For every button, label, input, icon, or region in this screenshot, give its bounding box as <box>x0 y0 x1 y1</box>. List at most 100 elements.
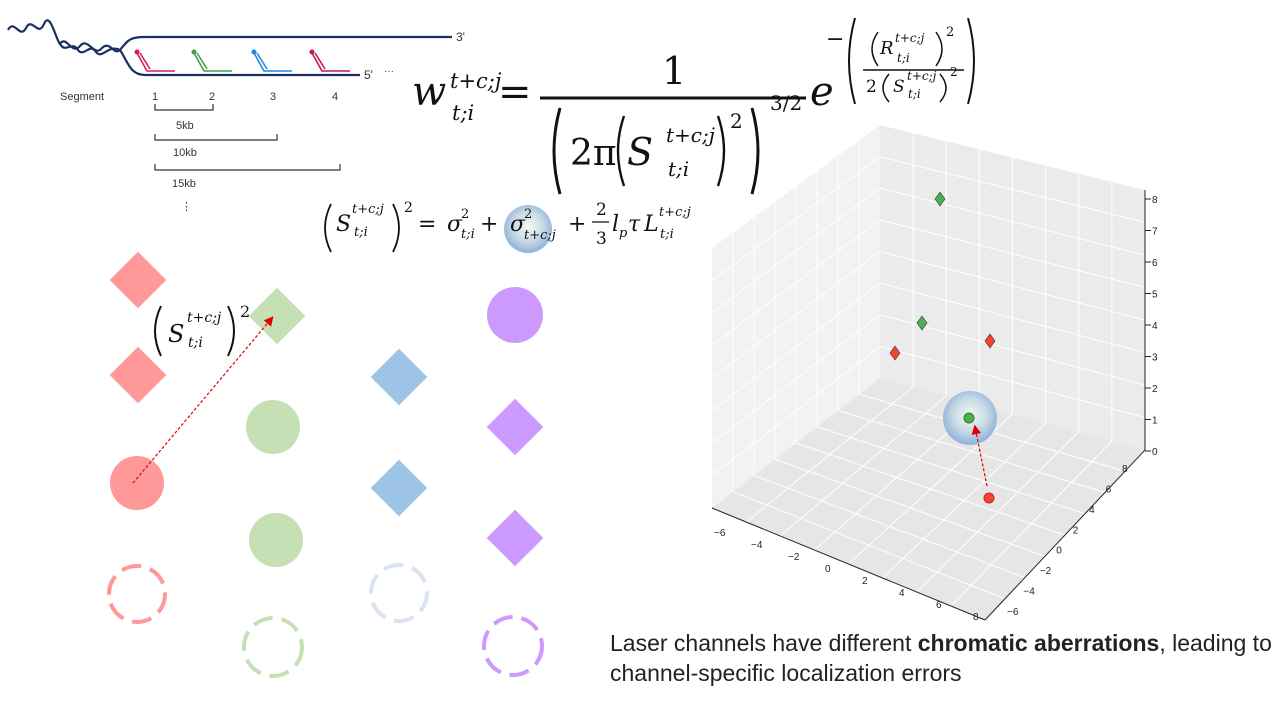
x-tick-label: −6 <box>714 528 726 539</box>
paren <box>935 31 943 67</box>
y-tick-label: 8 <box>1122 464 1128 475</box>
math-token: 3/2 <box>770 91 802 115</box>
y-tick-label: 0 <box>1056 546 1062 557</box>
math-token: 2 <box>596 200 607 220</box>
math-token: w <box>412 69 446 115</box>
grid-line <box>882 422 1046 579</box>
math-token: l <box>612 212 619 237</box>
z-tick-label: 2 <box>1152 384 1158 395</box>
grid-line <box>711 187 881 314</box>
math-token: t+c;j <box>450 69 502 93</box>
grid-line <box>711 314 881 444</box>
caption-text: Laser channels have different <box>610 630 918 656</box>
x-tick-label: 8 <box>973 612 979 623</box>
y-tick-label: −6 <box>1007 607 1019 618</box>
grid-line <box>879 345 1146 418</box>
sphere-highlight <box>504 205 552 253</box>
math-token: t;i <box>452 101 474 125</box>
math-token: − <box>826 27 844 52</box>
y-tick-label: 4 <box>1089 505 1095 516</box>
grid-line <box>711 345 881 476</box>
math-token: t+c;j <box>907 69 937 83</box>
span-label: 15kb <box>172 178 196 190</box>
math-token: 2 <box>404 200 413 216</box>
x-tick-label: −2 <box>788 552 800 563</box>
segment-number: 4 <box>332 91 338 103</box>
grid-line <box>711 156 881 281</box>
math-token: 2 <box>240 302 250 321</box>
z-tick-label: 8 <box>1152 195 1158 206</box>
x-tick-label: 2 <box>862 576 868 587</box>
math-token: 2 <box>950 65 958 79</box>
math-token: S <box>168 320 184 348</box>
y-tick-label: 6 <box>1106 484 1112 495</box>
axis-line <box>984 449 1146 621</box>
math-token: t;i <box>660 227 674 242</box>
math-token: t+c;j <box>659 205 691 220</box>
x-tick-label: 4 <box>899 588 905 599</box>
paren <box>552 107 562 195</box>
math-token: + <box>568 212 586 237</box>
paren <box>227 305 235 357</box>
paren <box>392 203 400 253</box>
math-token: t;i <box>188 335 203 351</box>
math-token: S <box>893 77 905 97</box>
grid-line <box>711 282 881 411</box>
math-token: τ <box>628 212 641 237</box>
y-tick-label: 2 <box>1073 525 1079 536</box>
grid-line <box>711 251 881 379</box>
math-token: t+c;j <box>895 31 925 45</box>
math-token: 2 <box>866 77 877 97</box>
paren <box>967 17 975 105</box>
math-token: σ <box>447 212 463 237</box>
z-tick-label: 5 <box>1152 290 1158 301</box>
point-diamond <box>984 333 996 349</box>
math-token: S <box>336 212 351 237</box>
axis-line <box>711 507 986 621</box>
grid-line <box>950 440 1113 607</box>
math-token: 2 <box>730 109 743 133</box>
point-diamond <box>916 315 928 331</box>
point-diamond <box>889 345 901 361</box>
span-brackets <box>154 104 341 171</box>
strand-end: 5' <box>364 68 373 82</box>
grid-line <box>879 251 1146 321</box>
math-token: σ <box>510 212 526 237</box>
math-token: t+c;j <box>352 202 384 217</box>
math-token: + <box>480 212 498 237</box>
z-tick-label: 6 <box>1152 258 1158 269</box>
paren <box>616 115 626 187</box>
math-token: t;i <box>354 225 368 240</box>
probes <box>134 49 350 72</box>
caption-text: channel-specific localization errors <box>610 660 962 686</box>
grid-line <box>837 410 1106 493</box>
caption-emphasis: chromatic aberrations <box>917 630 1160 656</box>
segment-label: Segment <box>60 91 104 103</box>
span-label: 10kb <box>173 147 197 159</box>
math-token: t+c;j <box>524 228 556 243</box>
paren <box>848 17 856 105</box>
z-tick-label: 1 <box>1152 416 1158 427</box>
math-token: = <box>418 212 436 237</box>
paren <box>324 203 332 253</box>
math-token: e <box>810 69 834 115</box>
caption: Laser channels have different chromatic … <box>610 628 1272 688</box>
grid-line <box>879 282 1146 353</box>
segment-number: 3 <box>270 91 276 103</box>
grid-line <box>879 156 1146 223</box>
math-token: S <box>627 130 653 174</box>
math-token: 3 <box>596 229 607 249</box>
y-tick-label: −2 <box>1040 566 1052 577</box>
span-label: 5kb <box>176 120 194 132</box>
ellipsis: ··· <box>384 66 394 77</box>
y-tick-label: −4 <box>1023 587 1035 598</box>
math-token: t;i <box>461 227 475 242</box>
math-token: 2 <box>946 25 954 40</box>
paren <box>750 107 760 195</box>
math-token: t+c;j <box>187 310 222 326</box>
grid-line <box>879 187 1146 256</box>
